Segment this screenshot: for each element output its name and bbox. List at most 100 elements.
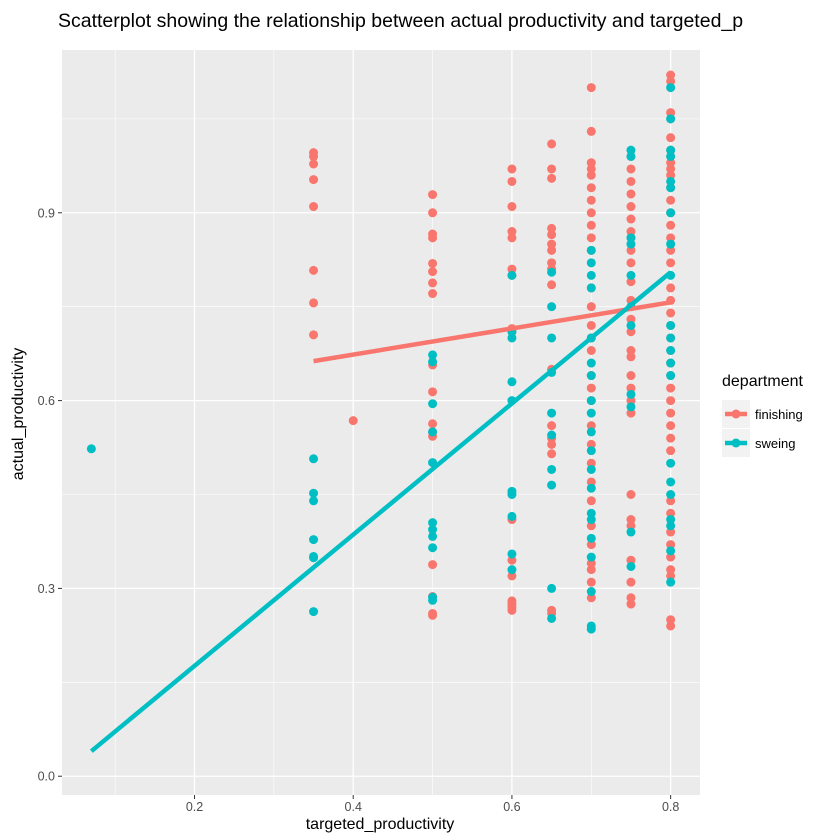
data-point-sweing: [666, 83, 676, 93]
data-point-finishing: [626, 371, 636, 381]
data-point-finishing: [666, 433, 676, 443]
data-point-finishing: [666, 70, 676, 80]
data-point-sweing: [547, 302, 557, 312]
data-point-finishing: [507, 555, 517, 565]
data-point-finishing: [666, 508, 676, 518]
data-point-sweing: [309, 607, 319, 617]
data-point-sweing: [547, 430, 557, 440]
data-point-finishing: [626, 521, 636, 531]
data-point-sweing: [547, 333, 557, 343]
data-point-finishing: [428, 278, 438, 288]
data-point-sweing: [666, 320, 676, 330]
data-point-sweing: [666, 371, 676, 381]
data-point-finishing: [309, 159, 319, 169]
chart-title: Scatterplot showing the relationship bet…: [58, 10, 743, 32]
data-point-sweing: [586, 396, 596, 406]
data-point-finishing: [428, 267, 438, 277]
data-point-sweing: [507, 549, 517, 559]
data-point-sweing: [507, 333, 517, 343]
data-point-sweing: [586, 358, 596, 368]
y-tick-label: 0.3: [38, 582, 55, 596]
y-tick-label: 0.6: [38, 394, 55, 408]
data-point-finishing: [666, 383, 676, 393]
x-tick-label: 0.6: [503, 800, 520, 814]
data-point-finishing: [547, 421, 557, 431]
data-point-finishing: [586, 164, 596, 174]
x-tick-label: 0.4: [345, 800, 362, 814]
data-point-finishing: [586, 565, 596, 575]
data-point-sweing: [428, 518, 438, 528]
legend-point-finishing: [731, 409, 741, 419]
data-point-finishing: [586, 521, 596, 531]
data-point-finishing: [547, 239, 557, 249]
data-point-finishing: [626, 515, 636, 525]
data-point-sweing: [586, 552, 596, 562]
data-point-finishing: [626, 214, 636, 224]
data-point-sweing: [428, 427, 438, 437]
data-point-finishing: [348, 416, 358, 426]
data-point-sweing: [547, 583, 557, 593]
data-point-finishing: [666, 621, 676, 631]
data-point-sweing: [547, 464, 557, 474]
data-point-sweing: [666, 358, 676, 368]
data-point-finishing: [507, 264, 517, 274]
data-point-finishing: [666, 571, 676, 581]
data-point-sweing: [666, 151, 676, 161]
data-point-sweing: [666, 346, 676, 356]
data-point-finishing: [666, 233, 676, 243]
data-point-sweing: [86, 444, 96, 454]
data-point-finishing: [586, 302, 596, 312]
x-tick-label: 0.2: [186, 800, 203, 814]
data-point-finishing: [309, 330, 319, 340]
data-point-sweing: [626, 402, 636, 412]
data-point-finishing: [309, 265, 319, 275]
plot-panel: [62, 50, 700, 795]
data-point-sweing: [626, 389, 636, 399]
data-point-finishing: [666, 164, 676, 174]
data-point-sweing: [507, 377, 517, 387]
data-point-sweing: [666, 145, 676, 155]
data-point-sweing: [666, 176, 676, 186]
axes: 0.2 0.4 0.6 0.8 0.0 0.3 0.6 0.9: [38, 206, 680, 814]
x-tick-label: 0.8: [662, 800, 679, 814]
data-point-sweing: [666, 114, 676, 124]
data-point-finishing: [626, 176, 636, 186]
data-point-sweing: [626, 239, 636, 249]
data-point-sweing: [586, 270, 596, 280]
data-point-sweing: [309, 488, 319, 498]
data-point-finishing: [626, 408, 636, 418]
data-point-sweing: [547, 480, 557, 490]
data-point-finishing: [428, 190, 438, 200]
data-point-finishing: [547, 280, 557, 290]
data-point-finishing: [626, 314, 636, 324]
data-point-finishing: [666, 283, 676, 293]
data-point-sweing: [626, 233, 636, 243]
data-point-finishing: [547, 164, 557, 174]
data-point-finishing: [309, 202, 319, 212]
data-point-finishing: [666, 552, 676, 562]
data-point-finishing: [507, 164, 517, 174]
x-axis-label: targeted_productivity: [306, 816, 455, 833]
data-point-finishing: [586, 346, 596, 356]
data-point-sweing: [586, 371, 596, 381]
data-point-finishing: [626, 327, 636, 337]
y-tick-label: 0.9: [38, 206, 55, 220]
data-point-finishing: [626, 489, 636, 499]
data-point-sweing: [309, 454, 319, 464]
data-point-finishing: [666, 245, 676, 255]
data-point-finishing: [666, 408, 676, 418]
data-point-finishing: [586, 220, 596, 230]
data-point-finishing: [586, 458, 596, 468]
data-point-sweing: [586, 483, 596, 493]
data-point-sweing: [547, 267, 557, 277]
y-axis-label: actual_productivity: [10, 348, 27, 481]
data-point-finishing: [428, 208, 438, 218]
data-point-finishing: [666, 170, 676, 180]
data-point-finishing: [586, 577, 596, 587]
data-point-sweing: [586, 587, 596, 597]
fit-line-sweing: [89, 270, 673, 753]
data-point-finishing: [626, 227, 636, 237]
data-point-sweing: [666, 489, 676, 499]
